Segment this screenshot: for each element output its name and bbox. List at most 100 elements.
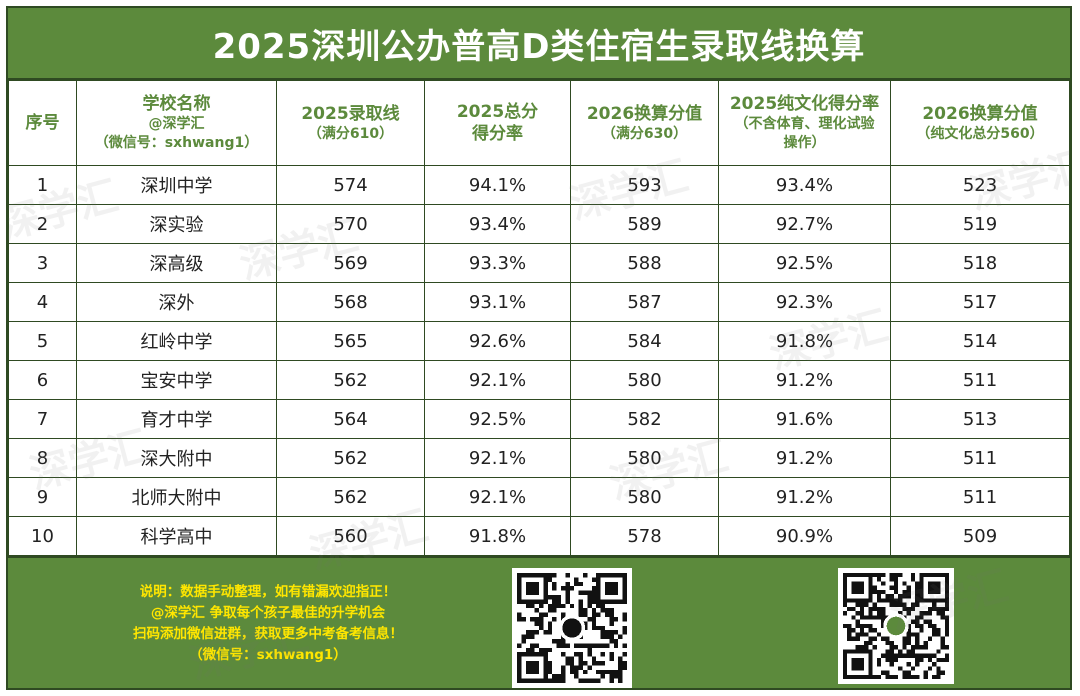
- table-row: 2 深实验 570 93.4% 589 92.7% 519: [8, 204, 1070, 244]
- cell-2026-converted: 578: [570, 516, 719, 556]
- cell-2026-culture: 523: [890, 165, 1070, 205]
- cell-2025-rate: 93.1%: [424, 282, 571, 322]
- col-header-index: 序号: [8, 80, 77, 166]
- cell-school: 北师大附中: [76, 477, 277, 517]
- cell-2026-converted: 589: [570, 204, 719, 244]
- cell-culture-rate: 93.4%: [718, 165, 891, 205]
- table-row: 9 北师大附中 562 92.1% 580 91.2% 511: [8, 477, 1070, 517]
- cell-culture-rate: 91.2%: [718, 438, 891, 478]
- cell-2026-culture: 511: [890, 438, 1070, 478]
- admission-table: 序号 学校名称 @深学汇 （微信号：sxhwang1） 2025录取线 （满分6…: [8, 80, 1070, 556]
- cell-2026-converted: 582: [570, 399, 719, 439]
- table-row: 1 深圳中学 574 94.1% 593 93.4% 523: [8, 165, 1070, 205]
- cell-index: 5: [8, 321, 77, 361]
- cell-school: 深高级: [76, 243, 277, 283]
- table-row: 8 深大附中 562 92.1% 580 91.2% 511: [8, 438, 1070, 478]
- footer-notes: 说明：数据手动整理，如有错漏欢迎指正！ @深学汇 争取每个孩子最佳的升学机会 扫…: [68, 582, 468, 666]
- cell-2025-cutoff: 562: [276, 360, 425, 400]
- col-header-school: 学校名称 @深学汇 （微信号：sxhwang1）: [76, 80, 277, 166]
- cell-2025-rate: 92.1%: [424, 360, 571, 400]
- table-row: 4 深外 568 93.1% 587 92.3% 517: [8, 282, 1070, 322]
- cell-2026-converted: 580: [570, 360, 719, 400]
- cell-culture-rate: 92.7%: [718, 204, 891, 244]
- note-line: 扫码添加微信进群，获取更多中考备考信息！: [133, 626, 403, 642]
- cell-2026-culture: 511: [890, 477, 1070, 517]
- cell-school: 深圳中学: [76, 165, 277, 205]
- cell-2026-converted: 580: [570, 438, 719, 478]
- cell-2025-rate: 92.6%: [424, 321, 571, 361]
- cell-culture-rate: 92.5%: [718, 243, 891, 283]
- cell-index: 2: [8, 204, 77, 244]
- cell-culture-rate: 90.9%: [718, 516, 891, 556]
- cell-culture-rate: 91.2%: [718, 360, 891, 400]
- table-row: 5 红岭中学 565 92.6% 584 91.8% 514: [8, 321, 1070, 361]
- cell-index: 3: [8, 243, 77, 283]
- cell-2026-culture: 513: [890, 399, 1070, 439]
- note-line: @深学汇 争取每个孩子最佳的升学机会: [150, 605, 386, 621]
- cell-2025-cutoff: 570: [276, 204, 425, 244]
- note-line: （微信号：sxhwang1）: [189, 647, 347, 663]
- cell-2026-culture: 518: [890, 243, 1070, 283]
- col-header-2026-converted: 2026换算分值 （满分630）: [570, 80, 719, 166]
- qr-code-icon: [843, 573, 949, 679]
- cell-2025-cutoff: 562: [276, 438, 425, 478]
- cell-2026-converted: 593: [570, 165, 719, 205]
- note-line: 说明：数据手动整理，如有错漏欢迎指正！: [139, 584, 397, 600]
- cell-2025-rate: 92.1%: [424, 477, 571, 517]
- cell-school: 深实验: [76, 204, 277, 244]
- cell-2025-rate: 92.5%: [424, 399, 571, 439]
- cell-2025-cutoff: 564: [276, 399, 425, 439]
- cell-culture-rate: 92.3%: [718, 282, 891, 322]
- cell-2025-cutoff: 569: [276, 243, 425, 283]
- cell-school: 红岭中学: [76, 321, 277, 361]
- qr-code-icon: [517, 573, 627, 683]
- cell-2025-rate: 94.1%: [424, 165, 571, 205]
- cell-index: 4: [8, 282, 77, 322]
- cell-2025-rate: 91.8%: [424, 516, 571, 556]
- footer-banner: 说明：数据手动整理，如有错漏欢迎指正！ @深学汇 争取每个孩子最佳的升学机会 扫…: [8, 556, 1070, 688]
- cell-culture-rate: 91.2%: [718, 477, 891, 517]
- col-header-2025-rate: 2025总分 得分率: [424, 80, 571, 166]
- cell-2025-rate: 92.1%: [424, 438, 571, 478]
- group-qr-code: [838, 568, 954, 684]
- cell-index: 10: [8, 516, 77, 556]
- cell-2026-converted: 580: [570, 477, 719, 517]
- cell-index: 8: [8, 438, 77, 478]
- cell-2025-cutoff: 565: [276, 321, 425, 361]
- table-row: 3 深高级 569 93.3% 588 92.5% 518: [8, 243, 1070, 283]
- cell-culture-rate: 91.6%: [718, 399, 891, 439]
- cell-2026-culture: 511: [890, 360, 1070, 400]
- cell-2025-cutoff: 560: [276, 516, 425, 556]
- page-title: 2025深圳公办普高D类住宿生录取线换算: [8, 8, 1070, 80]
- cell-school: 深外: [76, 282, 277, 322]
- cell-2025-cutoff: 574: [276, 165, 425, 205]
- cell-2025-rate: 93.4%: [424, 204, 571, 244]
- cell-index: 9: [8, 477, 77, 517]
- cell-2025-cutoff: 568: [276, 282, 425, 322]
- cell-index: 1: [8, 165, 77, 205]
- cell-2026-culture: 509: [890, 516, 1070, 556]
- cell-school: 育才中学: [76, 399, 277, 439]
- cell-2026-culture: 517: [890, 282, 1070, 322]
- wechat-qr-code: [512, 568, 632, 688]
- table-row: 6 宝安中学 562 92.1% 580 91.2% 511: [8, 360, 1070, 400]
- cell-2026-culture: 519: [890, 204, 1070, 244]
- cell-2025-cutoff: 562: [276, 477, 425, 517]
- cell-culture-rate: 91.8%: [718, 321, 891, 361]
- cell-school: 宝安中学: [76, 360, 277, 400]
- table-row: 7 育才中学 564 92.5% 582 91.6% 513: [8, 399, 1070, 439]
- cell-school: 深大附中: [76, 438, 277, 478]
- col-header-culture-rate: 2025纯文化得分率 （不含体育、理化试验 操作）: [718, 80, 891, 166]
- cell-2026-culture: 514: [890, 321, 1070, 361]
- header-row: 序号 学校名称 @深学汇 （微信号：sxhwang1） 2025录取线 （满分6…: [8, 80, 1070, 166]
- col-header-2025-cutoff: 2025录取线 （满分610）: [276, 80, 425, 166]
- cell-index: 7: [8, 399, 77, 439]
- cell-2026-converted: 588: [570, 243, 719, 283]
- col-header-2026-culture: 2026换算分值 （纯文化总分560）: [890, 80, 1070, 166]
- table-row: 10 科学高中 560 91.8% 578 90.9% 509: [8, 516, 1070, 556]
- cell-2025-rate: 93.3%: [424, 243, 571, 283]
- cell-index: 6: [8, 360, 77, 400]
- cell-school: 科学高中: [76, 516, 277, 556]
- infographic-frame: 2025深圳公办普高D类住宿生录取线换算 序号 学校名称 @深学汇 （微信号：s…: [6, 6, 1072, 690]
- cell-2026-converted: 584: [570, 321, 719, 361]
